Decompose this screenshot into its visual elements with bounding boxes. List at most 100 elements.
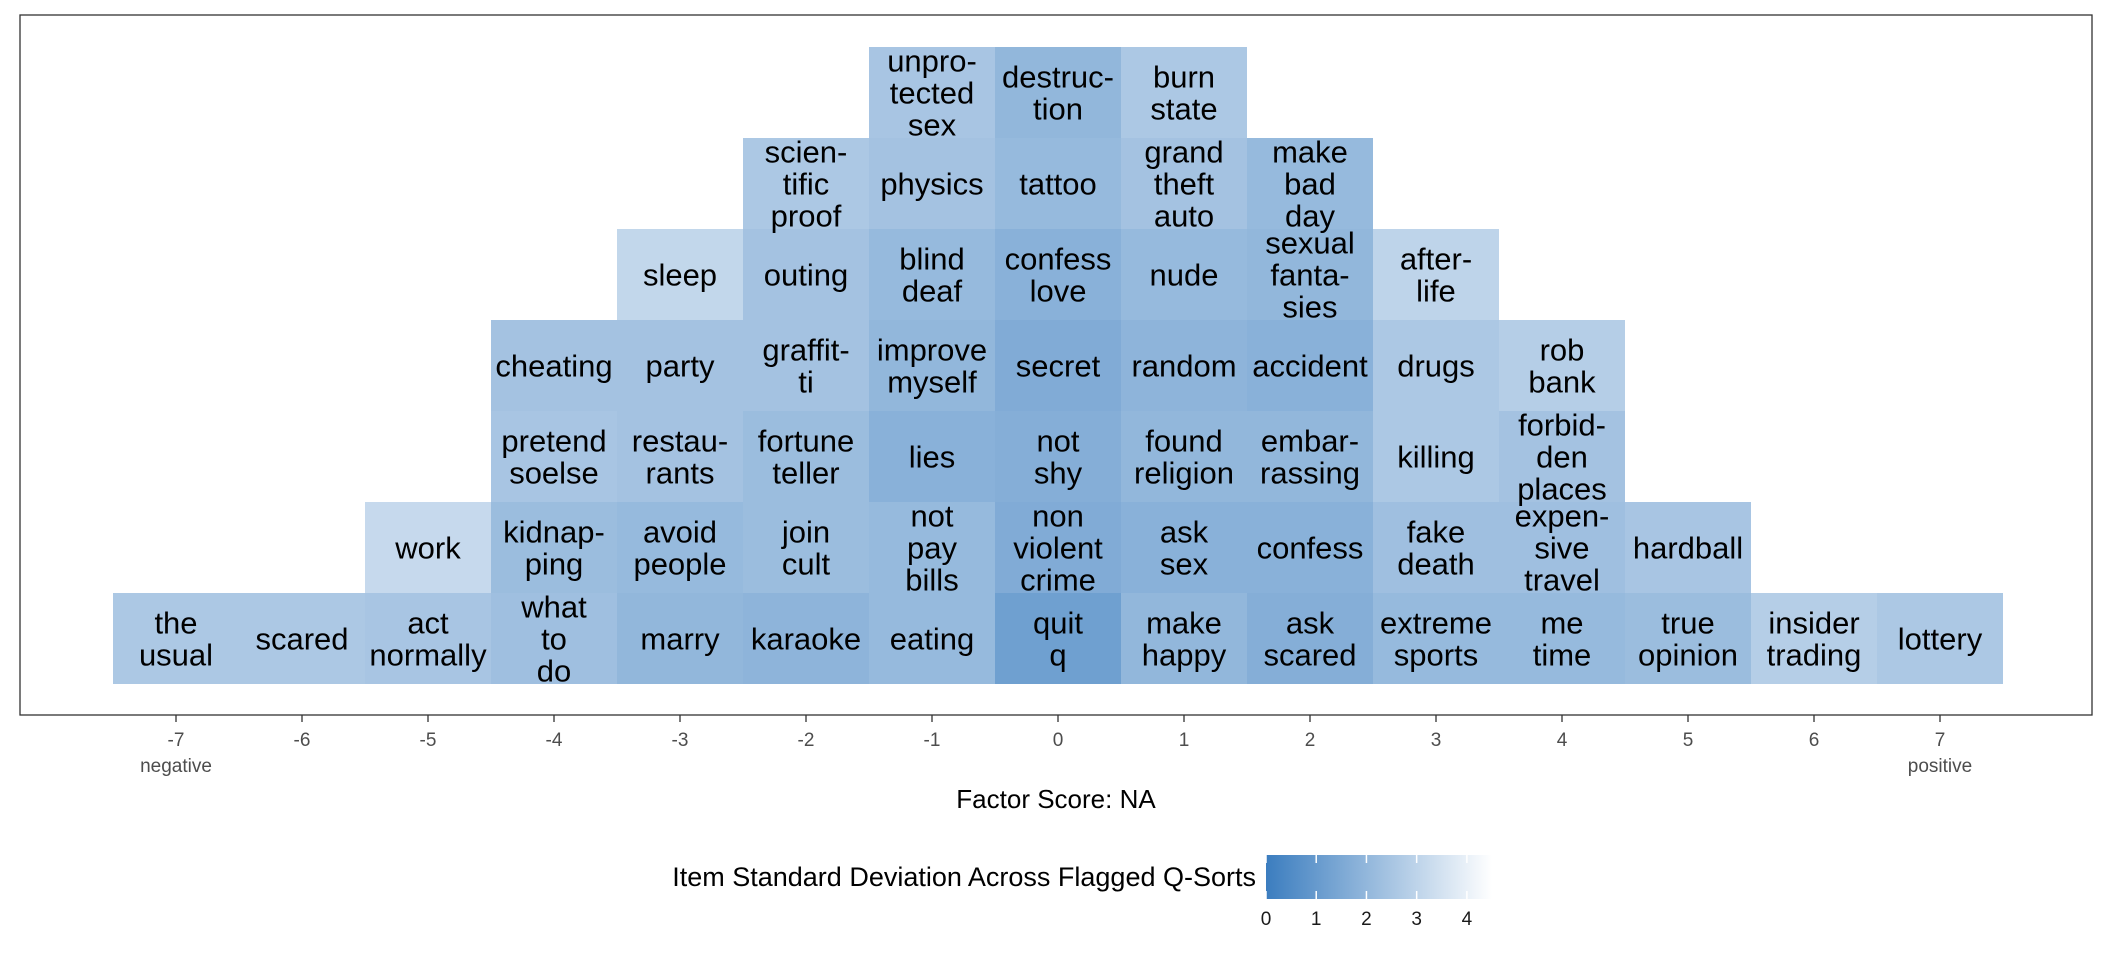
- cell-fill: [1121, 229, 1247, 320]
- cell-label: me: [1540, 606, 1583, 641]
- cell-fill: [1373, 411, 1499, 502]
- cell-label: tion: [1033, 92, 1083, 127]
- cell-fill: [995, 502, 1121, 593]
- cell-fill: [869, 138, 995, 229]
- cell-fill: [1751, 593, 1877, 684]
- legend-tick-label: 3: [1411, 909, 1422, 930]
- cell-label: tific: [783, 167, 830, 202]
- legend-colorbar: 0 1 2 3 4: [1261, 855, 1492, 930]
- cell-label: pay: [907, 531, 957, 566]
- cell-label: killing: [1397, 440, 1475, 475]
- legend-tick-label: 1: [1311, 909, 1322, 930]
- cell-fill: [1121, 47, 1247, 138]
- cell-fill: [1499, 320, 1625, 411]
- cell-label: blind: [899, 242, 965, 277]
- cell-label: expen-: [1515, 499, 1610, 534]
- legend-title: Item Standard Deviation Across Flagged Q…: [672, 862, 1256, 892]
- cell-label: fanta-: [1270, 258, 1349, 293]
- cell-label: confess: [1005, 242, 1112, 277]
- cell-label: time: [1533, 638, 1592, 673]
- cell-fill: [869, 229, 995, 320]
- cell-label: deaf: [902, 274, 963, 309]
- cell-label: rants: [646, 456, 715, 491]
- x-tick-label: -5: [420, 730, 437, 751]
- cell-fill: [995, 47, 1121, 138]
- cell-label: sex: [908, 108, 957, 143]
- cell-fill: [1247, 229, 1373, 320]
- q-sort-cell: after-life: [1373, 229, 1499, 320]
- cell-label: pretend: [501, 424, 606, 459]
- cell-fill: [617, 593, 743, 684]
- cell-label: act: [407, 606, 449, 641]
- q-sort-cell: secret: [995, 320, 1121, 411]
- cell-label: avoid: [643, 515, 717, 550]
- x-tick-label: 2: [1305, 730, 1316, 751]
- panel-border: [19, 14, 2093, 716]
- cell-label: q: [1049, 638, 1066, 673]
- cell-label: day: [1285, 199, 1335, 234]
- cell-label: unpro-: [887, 44, 977, 79]
- cell-fill: [365, 593, 491, 684]
- q-sort-cell: lottery: [1877, 593, 2003, 684]
- cell-label: state: [1150, 92, 1217, 127]
- cell-label: auto: [1154, 199, 1214, 234]
- cell-label: religion: [1134, 456, 1234, 491]
- cell-label: non: [1032, 499, 1084, 534]
- legend-tick-label: 4: [1462, 909, 1473, 930]
- cell-label: hardball: [1633, 531, 1743, 566]
- cell-fill: [1373, 320, 1499, 411]
- legend-tick-label: 2: [1361, 909, 1372, 930]
- cell-label: soelse: [509, 456, 599, 491]
- cell-label: sies: [1282, 290, 1337, 325]
- cell-fill: [743, 411, 869, 502]
- x-tick-label: -7: [168, 730, 185, 751]
- cell-fill: [743, 138, 869, 229]
- cell-label: tattoo: [1019, 167, 1097, 202]
- q-sort-cell: eating: [869, 593, 995, 684]
- x-axis-title: Factor Score: NA: [956, 784, 1156, 814]
- cell-label: usual: [139, 638, 213, 673]
- cell-fill: [1247, 320, 1373, 411]
- q-sort-cell: graffit-ti: [743, 320, 869, 411]
- cell-fill: [365, 502, 491, 593]
- q-sort-cell: marry: [617, 593, 743, 684]
- q-sort-cell: karaoke: [743, 593, 869, 684]
- cell-fill: [1877, 593, 2003, 684]
- x-tick-label: 5: [1683, 730, 1694, 751]
- cell-fill: [617, 411, 743, 502]
- cell-label: random: [1131, 349, 1236, 384]
- cell-label: after-: [1400, 242, 1472, 277]
- cell-fill: [1121, 502, 1247, 593]
- cell-label: places: [1517, 472, 1607, 507]
- cell-label: eating: [890, 622, 974, 657]
- cell-label: shy: [1034, 456, 1083, 491]
- cell-label: insider: [1768, 606, 1859, 641]
- cell-fill: [869, 320, 995, 411]
- x-tick-label: -1: [924, 730, 941, 751]
- cell-label: lies: [909, 440, 956, 475]
- cell-label: ti: [798, 365, 814, 400]
- cell-fill: [743, 229, 869, 320]
- cell-label: cult: [782, 547, 831, 582]
- cell-fill: [1247, 502, 1373, 593]
- cell-label: secret: [1016, 349, 1101, 384]
- q-sort-cell: tattoo: [995, 138, 1121, 229]
- cell-label: physics: [880, 167, 983, 202]
- cell-label: sive: [1534, 531, 1589, 566]
- cell-fill: [995, 411, 1121, 502]
- cell-label: scared: [1263, 638, 1356, 673]
- cell-label: destruc-: [1002, 60, 1114, 95]
